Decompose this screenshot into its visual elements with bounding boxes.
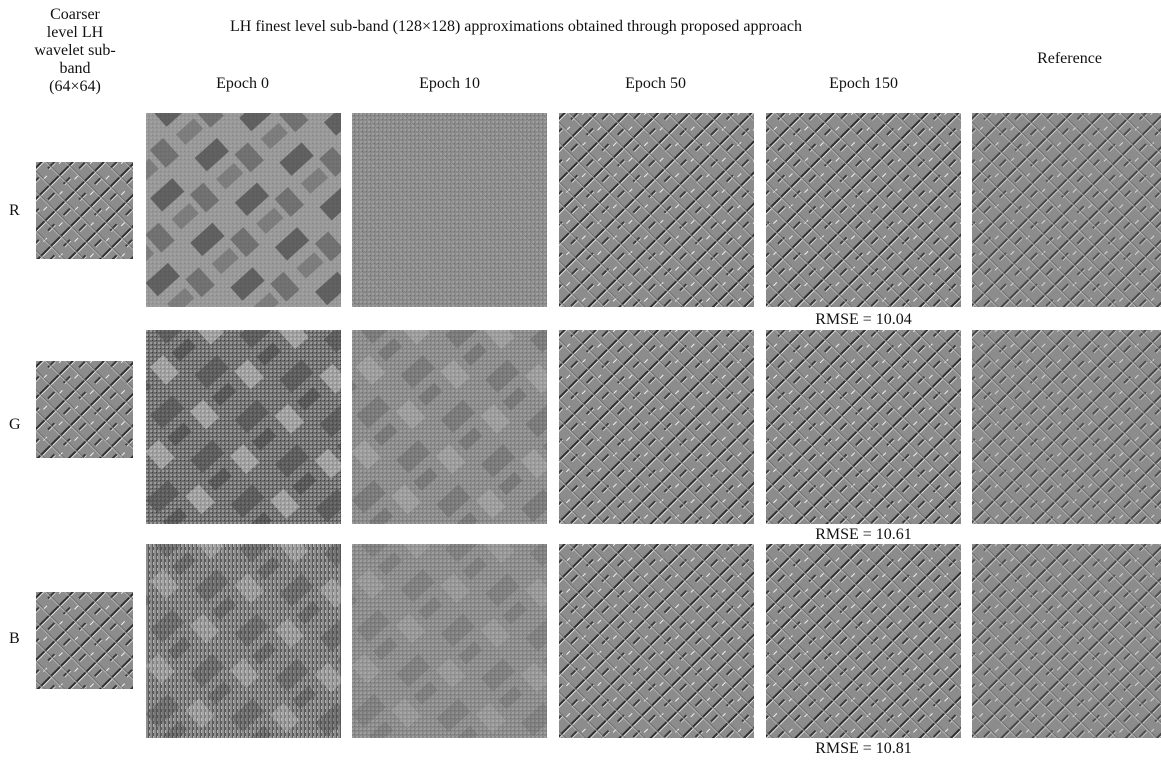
epoch-0-r-image (146, 113, 341, 307)
column-label-epoch-150: Epoch 150 (829, 75, 898, 92)
coarse-subband-g-image (36, 361, 133, 458)
epoch-0-g-image (146, 330, 341, 524)
epoch-10-r-image (352, 113, 547, 307)
epoch-150-g-image (766, 330, 961, 524)
column-label-reference: Reference (1037, 50, 1102, 67)
rmse-r: RMSE = 10.04 (815, 311, 912, 328)
figure-title: LH finest level sub-band (128×128) appro… (230, 18, 802, 35)
epoch-10-g-image (352, 330, 547, 524)
coarse-header-line-5: (64×64) (49, 78, 101, 95)
reference-b-image (972, 544, 1161, 738)
epoch-150-b-image (766, 544, 961, 738)
column-label-epoch-10: Epoch 10 (419, 75, 480, 92)
row-label-r: R (9, 202, 20, 219)
epoch-50-g-image (559, 330, 754, 524)
rmse-b: RMSE = 10.81 (815, 740, 912, 757)
reference-r-image (972, 113, 1161, 307)
coarse-subband-header: Coarser level LH wavelet sub- band (64×6… (20, 6, 130, 96)
coarse-subband-r-image (36, 162, 133, 259)
coarse-header-line-1: Coarser (50, 6, 100, 23)
coarse-header-line-4: band (59, 60, 91, 77)
epoch-0-b-image (146, 544, 341, 738)
coarse-subband-b-image (36, 592, 133, 689)
epoch-50-r-image (559, 113, 754, 307)
epoch-50-b-image (559, 544, 754, 738)
epoch-10-b-image (352, 544, 547, 738)
rmse-g: RMSE = 10.61 (815, 526, 912, 543)
coarse-header-line-2: level LH (46, 24, 104, 41)
reference-g-image (972, 330, 1161, 524)
coarse-header-line-3: wavelet sub- (34, 42, 116, 59)
row-label-g: G (9, 416, 21, 433)
column-label-epoch-50: Epoch 50 (625, 75, 686, 92)
row-label-b: B (9, 630, 20, 647)
epoch-150-r-image (766, 113, 961, 307)
column-label-epoch-0: Epoch 0 (216, 75, 269, 92)
